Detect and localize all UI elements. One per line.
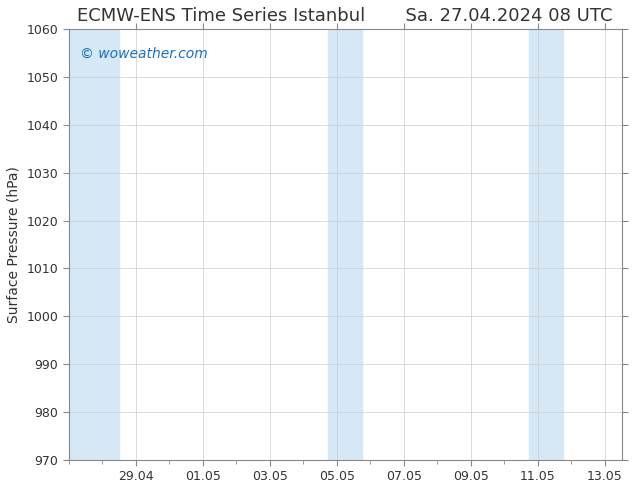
Title: ECMW-ENS Time Series Istanbul       Sa. 27.04.2024 08 UTC: ECMW-ENS Time Series Istanbul Sa. 27.04.…: [77, 7, 613, 25]
Bar: [69, 29, 119, 460]
Bar: [328, 29, 362, 460]
Text: © woweather.com: © woweather.com: [80, 47, 207, 60]
Bar: [529, 29, 563, 460]
Y-axis label: Surface Pressure (hPa): Surface Pressure (hPa): [7, 166, 21, 323]
